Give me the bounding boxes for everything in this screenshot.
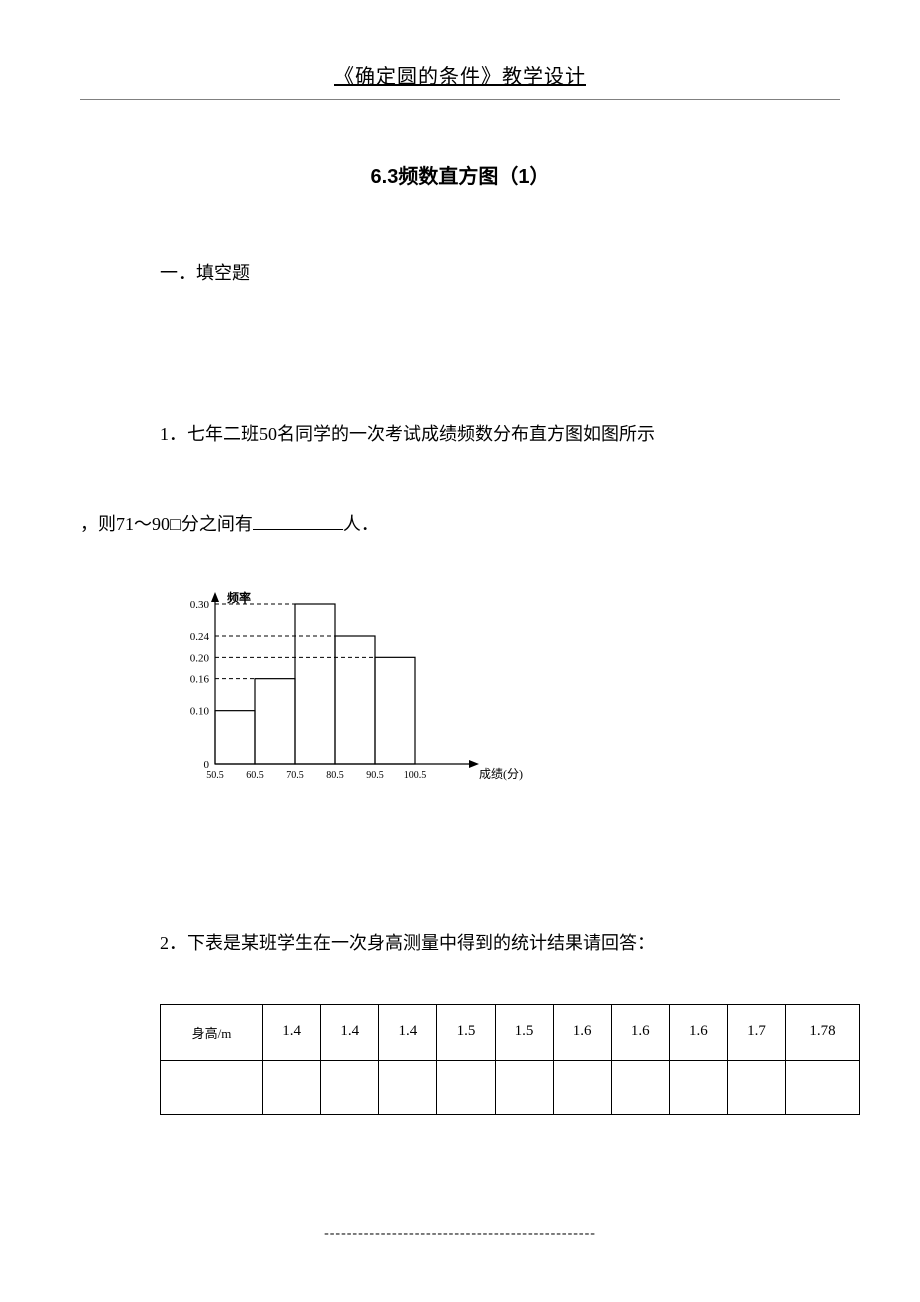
table-cell: 1.6 — [669, 1004, 727, 1060]
table-cell-empty — [161, 1060, 263, 1114]
table-cell: 1.4 — [263, 1004, 321, 1060]
table-cell-empty — [379, 1060, 437, 1114]
table-cell-empty — [437, 1060, 495, 1114]
table-cell-empty — [611, 1060, 669, 1114]
header-divider — [80, 99, 840, 100]
table-cell: 1.7 — [727, 1004, 785, 1060]
section-title: 6.3频数直方图（1） — [80, 160, 840, 189]
table-row-header: 身高/m — [161, 1004, 263, 1060]
table-row-1: 身高/m 1.4 1.4 1.4 1.5 1.5 1.6 1.6 1.6 1.7… — [161, 1004, 860, 1060]
svg-text:0.10: 0.10 — [190, 706, 210, 718]
histogram-svg: 频率成绩(分)00.100.160.200.240.3050.560.570.5… — [160, 584, 540, 804]
svg-text:50.5: 50.5 — [206, 770, 224, 781]
table-cell: 1.5 — [437, 1004, 495, 1060]
table-cell: 1.4 — [321, 1004, 379, 1060]
svg-text:80.5: 80.5 — [326, 770, 344, 781]
svg-text:0.16: 0.16 — [190, 674, 210, 686]
table-cell-empty — [727, 1060, 785, 1114]
svg-text:0.30: 0.30 — [190, 599, 210, 611]
svg-text:100.5: 100.5 — [404, 770, 427, 781]
fill-blank[interactable] — [253, 512, 343, 530]
table-cell: 1.4 — [379, 1004, 437, 1060]
svg-text:90.5: 90.5 — [366, 770, 384, 781]
section-heading: 一．填空题 — [160, 259, 840, 285]
histogram-chart: 频率成绩(分)00.100.160.200.240.3050.560.570.5… — [160, 584, 540, 804]
table-row-2 — [161, 1060, 860, 1114]
q1-suffix: 人． — [343, 514, 379, 534]
table-cell: 1.78 — [786, 1004, 860, 1060]
table-cell: 1.6 — [553, 1004, 611, 1060]
svg-text:0.24: 0.24 — [190, 631, 210, 643]
page-header-title: 《确定圆的条件》教学设计 — [80, 60, 840, 89]
svg-text:成绩(分): 成绩(分) — [479, 767, 523, 781]
table-cell-empty — [553, 1060, 611, 1114]
svg-text:频率: 频率 — [227, 590, 251, 605]
question-1-line-1: 1．七年二班50名同学的一次考试成绩频数分布直方图如图所示 — [160, 415, 820, 455]
table-cell-empty — [321, 1060, 379, 1114]
table-cell: 1.6 — [611, 1004, 669, 1060]
question-1-line-2: ，则71～90□分之间有 人． — [80, 505, 820, 545]
table-cell: 1.5 — [495, 1004, 553, 1060]
table-cell-empty — [495, 1060, 553, 1114]
table-cell-empty — [669, 1060, 727, 1114]
q1-prefix: ，则71～90□分之间有 — [80, 514, 253, 534]
svg-text:60.5: 60.5 — [246, 770, 264, 781]
height-data-table: 身高/m 1.4 1.4 1.4 1.5 1.5 1.6 1.6 1.6 1.7… — [160, 1004, 860, 1115]
page-footer-dashes: ----------------------------------------… — [0, 1226, 920, 1242]
svg-text:70.5: 70.5 — [286, 770, 304, 781]
svg-text:0.20: 0.20 — [190, 653, 210, 665]
table-cell-empty — [263, 1060, 321, 1114]
table-cell-empty — [786, 1060, 860, 1114]
question-2: 2．下表是某班学生在一次身高测量中得到的统计结果请回答： — [160, 924, 820, 964]
